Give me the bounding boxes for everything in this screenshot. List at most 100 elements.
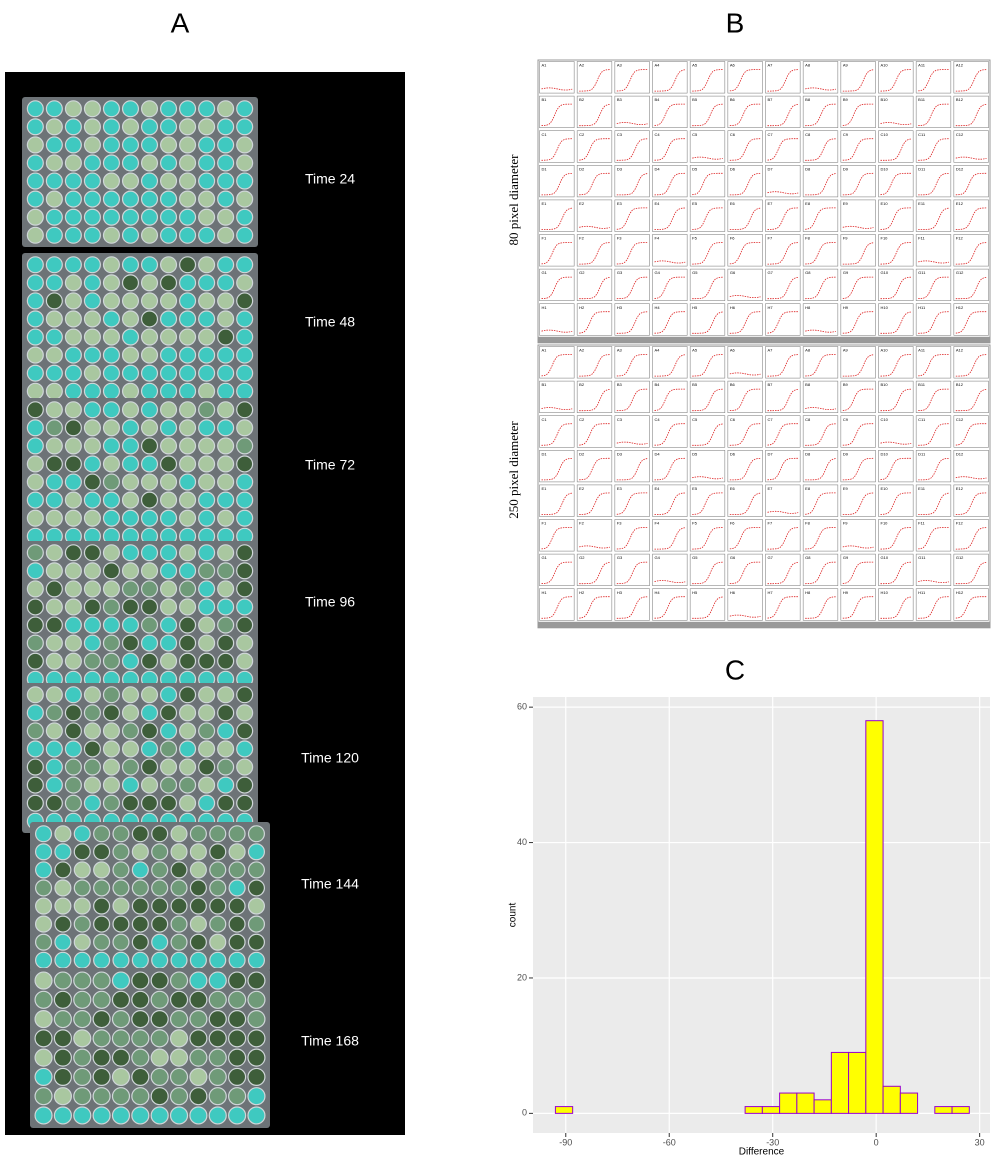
cell [689, 519, 726, 552]
cell [652, 165, 688, 198]
well [93, 951, 111, 969]
well [93, 897, 111, 915]
well-label: F4 [655, 236, 660, 241]
well [179, 794, 197, 812]
well [140, 491, 159, 509]
well [140, 634, 159, 652]
curve [654, 580, 686, 583]
well [159, 274, 178, 292]
curve [805, 242, 836, 265]
y-tick-label: 40 [517, 837, 527, 847]
curve [579, 69, 610, 92]
well [121, 491, 140, 509]
well [151, 933, 169, 951]
cell [802, 415, 839, 448]
well [102, 100, 121, 118]
cell [539, 95, 575, 128]
curve [918, 492, 949, 515]
curve [767, 510, 799, 514]
well [159, 118, 178, 136]
well-label: B8 [805, 97, 811, 102]
cell [765, 449, 801, 483]
curve [616, 441, 648, 445]
well-label: D3 [617, 451, 623, 456]
curve [692, 354, 723, 377]
cell [915, 130, 952, 163]
well [64, 328, 82, 346]
plate [30, 968, 270, 1128]
well-label: D7 [768, 451, 774, 456]
well-label: A1 [542, 348, 548, 353]
curve [541, 407, 573, 410]
curve [805, 276, 836, 300]
cell [652, 415, 688, 448]
well [208, 1106, 227, 1125]
well [102, 652, 121, 670]
well [217, 455, 235, 473]
cell [576, 415, 613, 448]
cell [840, 130, 876, 163]
well [102, 740, 121, 758]
well [64, 346, 82, 364]
cell [953, 61, 989, 94]
curve [767, 138, 799, 161]
well-label: E9 [843, 486, 849, 491]
curve [767, 311, 799, 334]
well-label: A12 [956, 348, 964, 353]
well [140, 274, 159, 292]
well [198, 758, 216, 776]
well [73, 1048, 92, 1067]
well [159, 154, 178, 172]
curve [842, 138, 874, 161]
cell [802, 95, 839, 128]
well-label: H3 [617, 590, 623, 595]
curve [729, 388, 761, 411]
well-label: E10 [881, 486, 889, 491]
well-label: F9 [843, 236, 848, 241]
cell [915, 268, 952, 302]
well-label: G9 [843, 555, 849, 560]
well-label: F2 [579, 236, 584, 241]
curve [692, 527, 723, 550]
cell [689, 234, 726, 267]
well [54, 861, 72, 879]
well [26, 364, 44, 382]
curve [729, 423, 761, 446]
well-label: F3 [617, 521, 622, 526]
curve [955, 527, 987, 550]
well [92, 1087, 111, 1106]
well [198, 292, 216, 310]
curve [955, 207, 987, 230]
curve [692, 476, 723, 480]
well [121, 292, 140, 310]
well [236, 455, 254, 473]
well-label: F8 [805, 236, 810, 241]
well [151, 843, 169, 861]
well [159, 758, 178, 776]
cell [689, 165, 726, 198]
well [140, 310, 159, 328]
well-label: E9 [843, 201, 849, 206]
well-label: H5 [692, 590, 698, 595]
well [73, 1106, 92, 1125]
well [64, 172, 82, 190]
well [112, 897, 130, 915]
curve [692, 276, 723, 300]
curve [955, 69, 987, 92]
cell [689, 199, 726, 232]
well [54, 897, 72, 915]
cell [614, 519, 650, 552]
curve [692, 423, 723, 446]
well [189, 990, 208, 1009]
well [236, 419, 254, 437]
curve [955, 172, 987, 196]
well [54, 879, 72, 897]
well [26, 652, 44, 670]
well [34, 1029, 53, 1048]
well [151, 825, 169, 843]
bar [899, 1092, 919, 1114]
well [198, 419, 216, 437]
well [159, 580, 178, 598]
well-label: D9 [843, 166, 849, 171]
well-label: E12 [956, 201, 964, 206]
